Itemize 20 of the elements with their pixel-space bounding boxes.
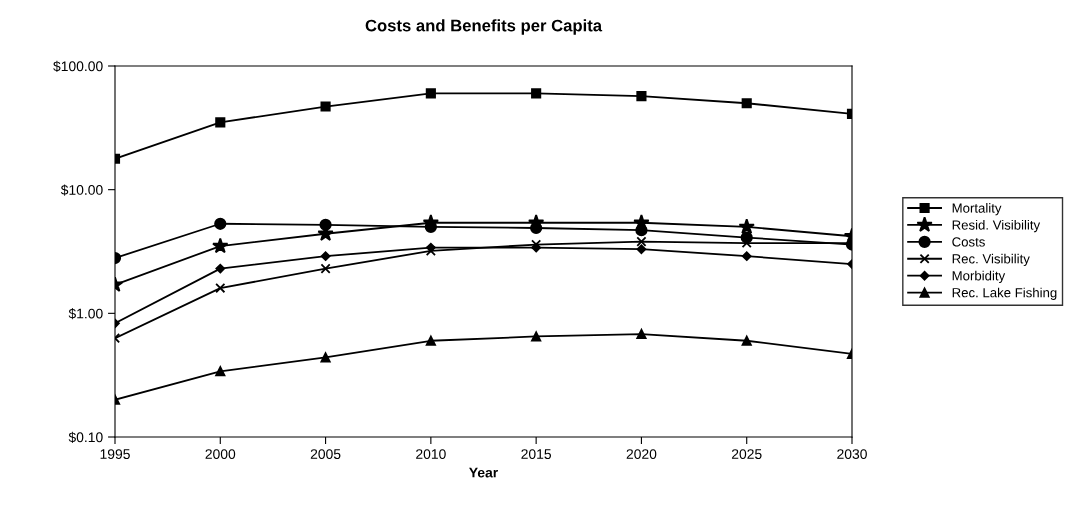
x-tick-label: 2025: [731, 449, 762, 460]
x-tick-label: 2000: [205, 449, 236, 460]
x-axis-title: Year: [469, 467, 498, 478]
legend-label: Resid. Visibility: [952, 219, 1041, 233]
y-tick-label: $10.00: [60, 184, 103, 196]
y-tick-label: $1.00: [68, 308, 103, 320]
x-tick-label: 2020: [626, 449, 657, 460]
legend-label: Rec. Visibility: [952, 253, 1030, 267]
x-tick-label: 2015: [521, 449, 552, 460]
x-tick-label: 2005: [310, 449, 341, 460]
y-tick-label: $100.00: [53, 60, 103, 72]
x-tick-label: 1995: [100, 449, 130, 460]
x-tick-label: 2010: [416, 449, 446, 460]
y-tick-label: $0.10: [68, 431, 103, 443]
legend-label: Morbidity: [952, 270, 1006, 284]
chart-title: Costs and Benefits per Capita: [365, 19, 603, 35]
x-tick-label: 2030: [837, 449, 867, 460]
legend-label: Rec. Lake Fishing: [952, 287, 1057, 300]
legend-label: Costs: [952, 237, 985, 247]
legend-label: Mortality: [952, 203, 1002, 216]
